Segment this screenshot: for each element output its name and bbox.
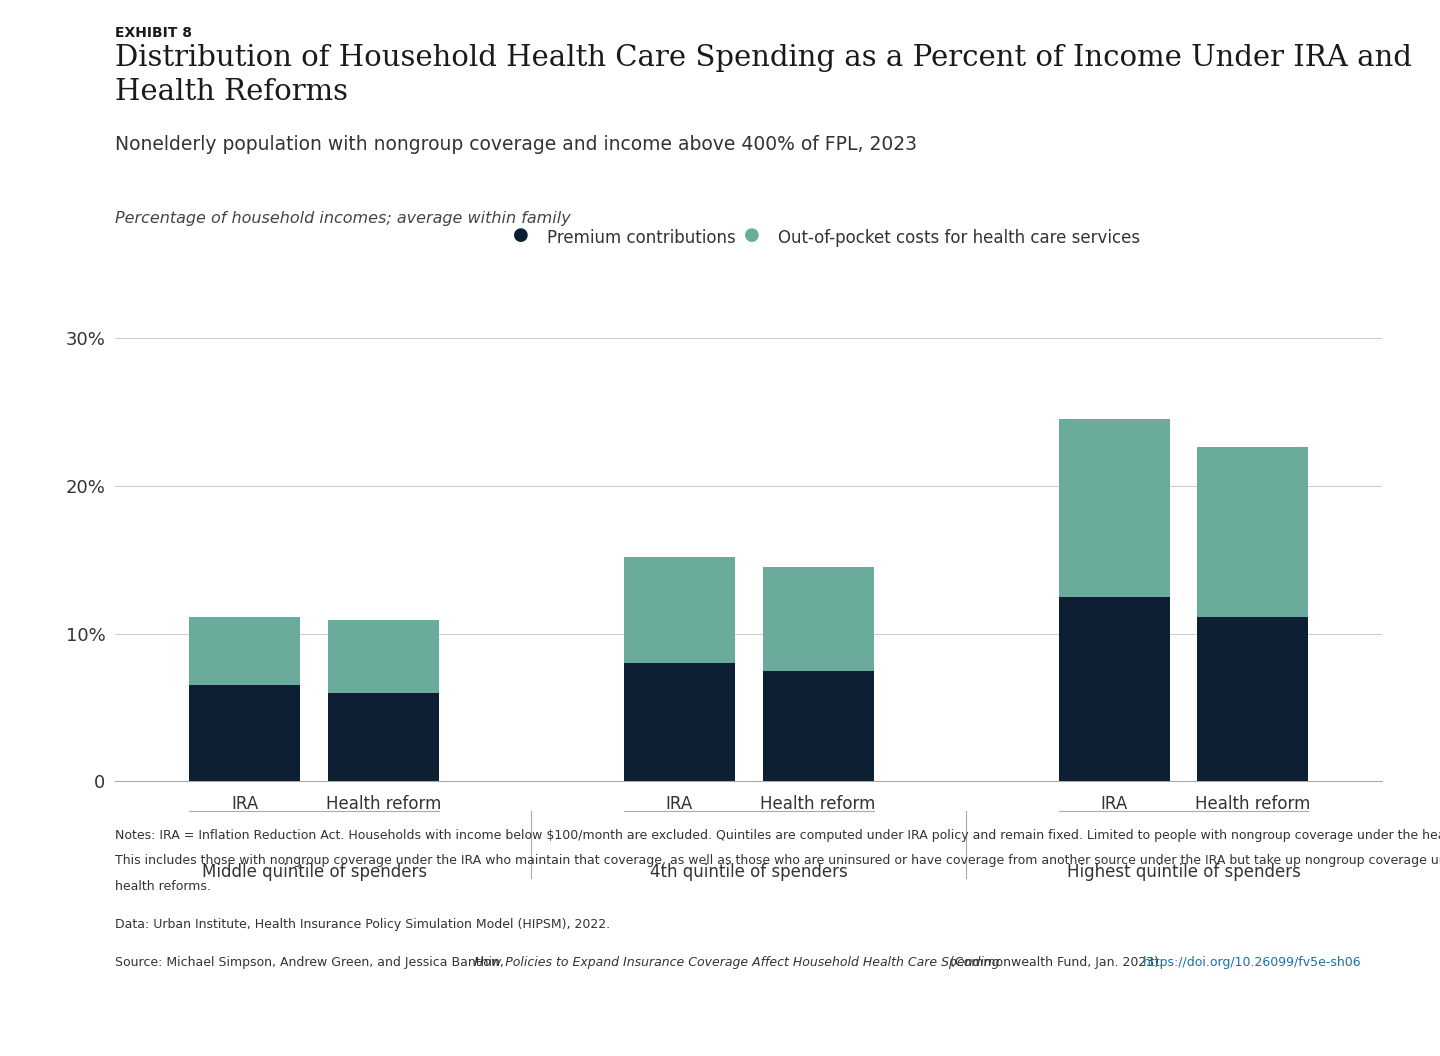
Bar — [763, 567, 874, 671]
Text: Notes: IRA = Inflation Reduction Act. Households with income below $100/month ar: Notes: IRA = Inflation Reduction Act. Ho… — [115, 829, 1440, 842]
Bar — [189, 685, 300, 781]
Bar — [1058, 597, 1169, 781]
Text: ●: ● — [744, 226, 759, 245]
Text: How Policies to Expand Insurance Coverage Affect Household Health Care Spending: How Policies to Expand Insurance Coverag… — [474, 956, 999, 968]
Text: Nonelderly population with nongroup coverage and income above 400% of FPL, 2023: Nonelderly population with nongroup cove… — [115, 135, 917, 154]
Bar — [763, 671, 874, 781]
Text: Data: Urban Institute, Health Insurance Policy Simulation Model (HIPSM), 2022.: Data: Urban Institute, Health Insurance … — [115, 918, 611, 930]
Text: Percentage of household incomes; average within family: Percentage of household incomes; average… — [115, 211, 570, 226]
Text: (Commonwealth Fund, Jan. 2023).: (Commonwealth Fund, Jan. 2023). — [946, 956, 1166, 968]
Bar — [189, 618, 300, 685]
Text: 4th quintile of spenders: 4th quintile of spenders — [649, 863, 848, 881]
Text: https://doi.org/10.26099/fv5e-sh06: https://doi.org/10.26099/fv5e-sh06 — [1143, 956, 1362, 968]
Text: This includes those with nongroup coverage under the IRA who maintain that cover: This includes those with nongroup covera… — [115, 854, 1440, 867]
Text: Premium contributions: Premium contributions — [547, 228, 736, 247]
Text: Highest quintile of spenders: Highest quintile of spenders — [1067, 863, 1300, 881]
Text: Middle quintile of spenders: Middle quintile of spenders — [202, 863, 426, 881]
Bar — [1198, 448, 1309, 618]
Bar — [1058, 419, 1169, 597]
Text: EXHIBIT 8: EXHIBIT 8 — [115, 26, 192, 40]
Bar — [624, 663, 734, 781]
Bar — [624, 557, 734, 663]
Text: ●: ● — [514, 226, 528, 245]
Bar — [1198, 618, 1309, 781]
Text: Distribution of Household Health Care Spending as a Percent of Income Under IRA : Distribution of Household Health Care Sp… — [115, 44, 1413, 106]
Bar — [328, 620, 439, 693]
Text: Out-of-pocket costs for health care services: Out-of-pocket costs for health care serv… — [778, 228, 1139, 247]
Text: Source: Michael Simpson, Andrew Green, and Jessica Banthin,: Source: Michael Simpson, Andrew Green, a… — [115, 956, 508, 968]
Bar — [328, 693, 439, 781]
Text: health reforms.: health reforms. — [115, 880, 212, 892]
